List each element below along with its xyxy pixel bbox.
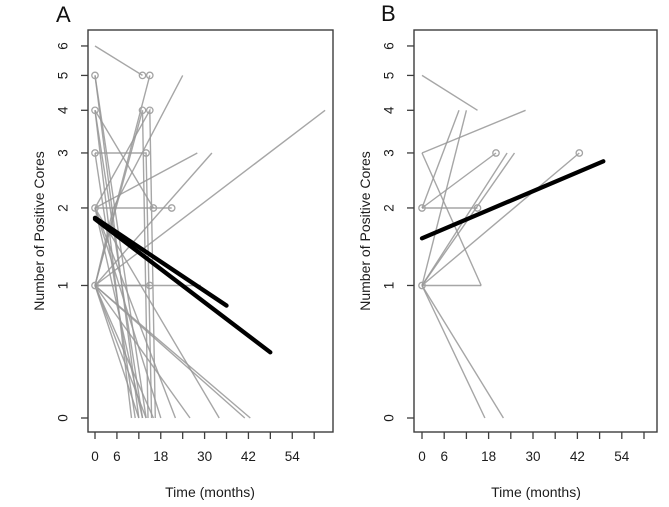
y-axis-tick-label: 0 — [56, 414, 71, 422]
x-axis-tick-label: 30 — [197, 449, 212, 464]
x-axis-tick-label: 54 — [285, 449, 301, 464]
subject-trajectory-line — [94, 75, 147, 419]
observation-marker — [145, 281, 154, 290]
y-axis-tick-label: 4 — [56, 106, 71, 114]
x-axis-tick-label: 42 — [570, 449, 585, 464]
observation-marker — [167, 204, 176, 212]
observation-marker — [492, 149, 500, 157]
panel-a-label: A — [56, 2, 71, 27]
x-axis-tick-label: 54 — [614, 449, 630, 464]
x-axis-tick-label: 42 — [241, 449, 256, 464]
x-axis-tick-label: 6 — [113, 449, 121, 464]
subject-trajectory-line — [421, 285, 504, 419]
observation-marker — [91, 281, 99, 290]
subject-trajectory-line — [94, 207, 220, 419]
subject-trajectory-line — [94, 152, 198, 209]
subject-trajectory-line — [94, 285, 140, 419]
subject-trajectory-line — [421, 285, 486, 419]
observation-marker — [418, 204, 426, 212]
observation-marker — [418, 281, 426, 290]
subject-trajectory-line — [94, 75, 140, 419]
subject-trajectory-line — [94, 109, 326, 287]
y-axis-tick-label: 2 — [382, 204, 397, 212]
x-axis-tick-label: 0 — [418, 449, 426, 464]
y-axis-tick-label: 0 — [382, 414, 397, 422]
subject-trajectory-line — [94, 107, 156, 419]
subject-trajectory-line — [421, 110, 468, 286]
y-axis-tick-label: 6 — [382, 42, 397, 50]
mean-trend-line — [92, 215, 229, 308]
subject-trajectory-line — [94, 152, 213, 286]
y-axis-tick-label: 1 — [56, 282, 71, 290]
subject-trajectory-line — [94, 285, 155, 419]
subject-trajectory-line — [421, 74, 478, 111]
y-axis-tick-label: 3 — [382, 149, 397, 157]
subject-trajectory-line — [421, 152, 497, 209]
observation-marker — [145, 106, 154, 115]
observation-marker — [91, 149, 99, 157]
observation-marker — [91, 106, 99, 115]
observation-marker — [142, 149, 150, 157]
subject-trajectory-line — [421, 110, 460, 209]
panel-b-label: B — [381, 1, 396, 26]
subject-trajectory-line — [94, 110, 144, 419]
x-axis-tick-label: 30 — [525, 449, 540, 464]
panel-b-x-axis-title: Time (months) — [491, 484, 581, 500]
observation-marker — [91, 71, 99, 80]
panel-b-y-axis-title: Number of Positive Cores — [357, 151, 373, 311]
observation-marker — [473, 204, 482, 212]
plot-box — [413, 29, 658, 433]
subject-trajectory-line — [94, 109, 155, 209]
panel-a-x-axis-title: Time (months) — [165, 484, 255, 500]
subject-trajectory-line — [94, 45, 143, 76]
mean-trend-line — [419, 159, 606, 241]
panel-a-y-axis-title: Number of Positive Cores — [31, 151, 47, 311]
observation-marker — [91, 204, 99, 212]
y-axis-tick-label: 1 — [382, 282, 397, 290]
observation-marker — [145, 71, 154, 80]
subject-trajectory-line — [94, 285, 191, 419]
observation-marker — [138, 71, 147, 80]
subject-trajectory-line — [95, 152, 153, 419]
y-axis-tick-label: 4 — [382, 106, 397, 114]
subject-trajectory-line — [94, 207, 144, 419]
y-axis-tick-label: 3 — [56, 149, 71, 157]
subject-trajectory-line — [94, 284, 251, 419]
x-axis-tick-label: 18 — [153, 449, 168, 464]
subject-trajectory-line — [94, 207, 177, 419]
subject-trajectory-line — [421, 109, 526, 154]
observation-marker — [138, 106, 147, 115]
x-axis-tick-label: 0 — [91, 449, 99, 464]
y-axis-tick-label: 5 — [56, 72, 71, 80]
y-axis-tick-label: 2 — [56, 204, 71, 212]
subject-trajectory-line — [421, 152, 482, 286]
observation-marker — [575, 149, 584, 157]
mean-trend-line — [92, 216, 273, 355]
plot-box — [87, 29, 334, 433]
y-axis-tick-label: 6 — [56, 42, 71, 50]
observation-marker — [149, 204, 158, 212]
x-axis-tick-label: 18 — [481, 449, 496, 464]
y-axis-tick-label: 5 — [382, 72, 397, 80]
subject-trajectory-line — [421, 152, 580, 287]
subject-trajectory-line — [94, 285, 147, 419]
x-axis-tick-label: 6 — [440, 449, 448, 464]
